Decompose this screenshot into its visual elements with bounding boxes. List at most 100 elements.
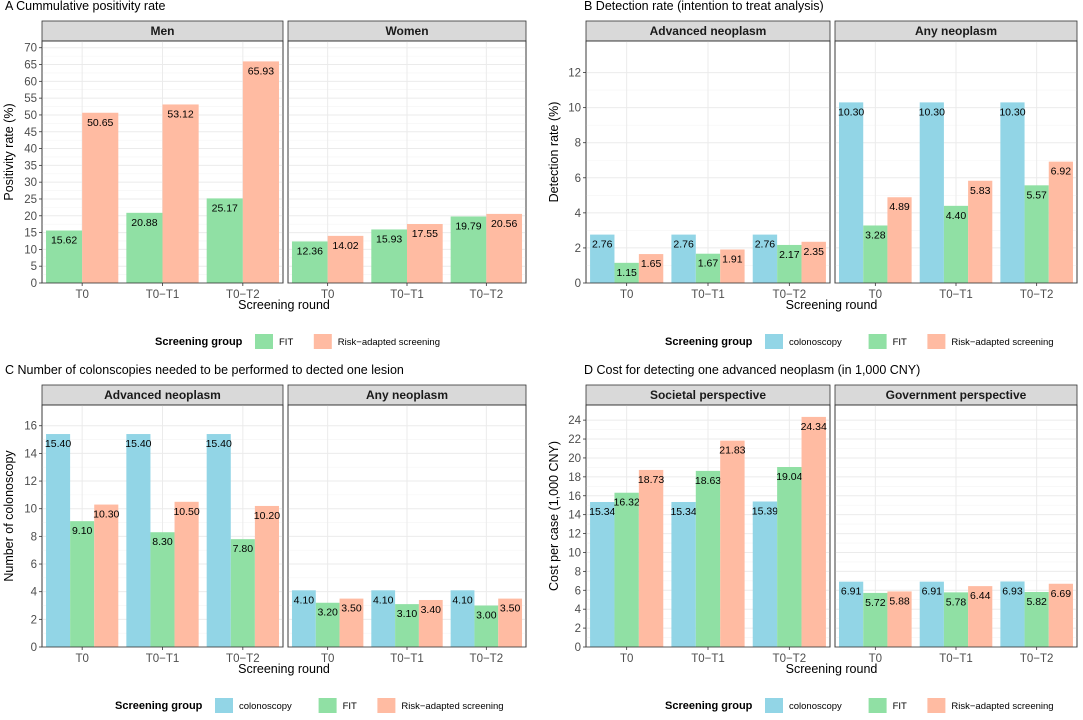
data-label: 6.92 (1051, 166, 1072, 178)
bar (695, 253, 721, 283)
bar (720, 249, 745, 283)
bar (590, 234, 615, 283)
bar (752, 501, 778, 647)
bar (70, 521, 95, 647)
data-label: 19.79 (455, 220, 481, 232)
legend-swatch (255, 334, 273, 349)
data-label: 20.88 (131, 217, 157, 229)
data-label: 15.34 (589, 506, 615, 518)
facet-title: Women (385, 24, 428, 38)
x-tick-label: T0−T1 (390, 653, 424, 665)
data-label: 2.76 (755, 239, 776, 251)
x-tick-label: T0−T2 (1020, 289, 1054, 301)
legend-label: FIT (893, 337, 907, 348)
data-label: 3.28 (865, 229, 886, 241)
bar (395, 604, 419, 647)
y-tick-label: 20 (568, 453, 581, 465)
bar (968, 586, 993, 647)
bar (968, 180, 993, 283)
y-tick-label: 70 (24, 43, 37, 55)
facet-title: Any neoplasm (915, 24, 997, 38)
x-tick-label: T0 (321, 653, 334, 665)
legend-title: Screening group (115, 700, 203, 712)
data-label: 3.50 (500, 603, 521, 615)
bar (450, 590, 475, 647)
y-tick-label: 65 (24, 60, 37, 72)
facet: Advanced neoplasm 2.76 2.76 2.76 1.15 1.67 2.1… (568, 20, 831, 301)
bar (498, 598, 523, 647)
y-tick-label: 25 (24, 194, 37, 206)
x-tick-label: T0−T2 (1020, 653, 1054, 665)
bar (863, 225, 888, 283)
y-axis-title: Detection rate (%) (547, 102, 561, 203)
legend-swatch (868, 698, 887, 713)
facet-title: Advanced neoplasm (650, 24, 767, 38)
facet: Men 15.62 20.88 25.17 50.65 53.12 65.93 T0 T0−T1… (24, 20, 284, 301)
data-label: 6.69 (1051, 588, 1072, 600)
y-tick-label: 2 (31, 614, 37, 626)
data-label: 10.30 (919, 106, 945, 118)
data-label: 18.73 (638, 474, 664, 486)
bar (638, 469, 664, 647)
bar (230, 539, 255, 647)
bar (418, 599, 443, 647)
legend-label: colonoscopy (789, 701, 842, 712)
y-tick-label: 16 (24, 421, 37, 433)
data-label: 6.91 (922, 586, 943, 598)
bar (315, 602, 340, 647)
data-label: 5.82 (1026, 596, 1047, 608)
panel-title: D Cost for detecting one advanced neopla… (584, 363, 920, 377)
y-tick-label: 10 (24, 244, 37, 256)
x-tick-label: T0 (321, 289, 334, 301)
y-tick-label: 8 (575, 138, 581, 150)
y-tick-label: 20 (24, 211, 37, 223)
legend-swatch (927, 334, 946, 349)
bar (671, 501, 696, 647)
data-label: 6.93 (1002, 585, 1023, 597)
legend: Screening group FIT Risk−adapted screening (155, 334, 440, 349)
bar (590, 501, 615, 647)
legend-label: colonoscopy (789, 337, 842, 348)
legend-label: FIT (893, 701, 907, 712)
y-tick-label: 35 (24, 160, 37, 172)
bar (242, 61, 279, 283)
data-label: 2.76 (592, 239, 613, 251)
y-tick-label: 30 (24, 177, 37, 189)
y-tick-label: 45 (24, 127, 37, 139)
data-label: 6.91 (841, 586, 862, 598)
data-label: 12.36 (297, 245, 323, 257)
bar (863, 592, 888, 647)
data-label: 4.89 (889, 201, 910, 213)
data-label: 15.40 (125, 438, 151, 450)
data-label: 3.00 (476, 610, 497, 622)
panel-title: C Number of colonscopies needed to be pe… (5, 363, 404, 377)
legend-swatch (215, 698, 233, 713)
chart-panel: C Number of colonscopies needed to be pe… (2, 363, 527, 713)
facet-title: Advanced neoplasm (104, 388, 221, 402)
y-tick-label: 10 (568, 547, 581, 559)
bar (206, 198, 243, 283)
data-label: 4.10 (373, 594, 394, 606)
data-label: 21.83 (719, 445, 745, 457)
data-label: 2.76 (673, 239, 694, 251)
bar (1048, 583, 1073, 647)
data-label: 25.17 (212, 202, 238, 214)
legend-label: colonoscopy (239, 701, 292, 712)
data-label: 17.55 (412, 228, 438, 240)
y-tick-label: 60 (24, 76, 37, 88)
bar (777, 244, 802, 283)
data-label: 1.65 (641, 258, 662, 270)
bar (777, 467, 802, 647)
y-tick-label: 2 (575, 243, 581, 255)
y-tick-label: 6 (575, 585, 581, 597)
y-tick-label: 6 (575, 173, 581, 185)
facet-title: Government perspective (886, 388, 1027, 402)
bar (291, 241, 328, 283)
data-label: 2.35 (804, 246, 825, 258)
panel-title: B Detection rate (intention to treat ana… (584, 0, 824, 13)
y-tick-label: 6 (31, 559, 37, 571)
bar (371, 590, 396, 647)
data-label: 65.93 (248, 65, 274, 77)
data-label: 19.04 (776, 471, 802, 483)
